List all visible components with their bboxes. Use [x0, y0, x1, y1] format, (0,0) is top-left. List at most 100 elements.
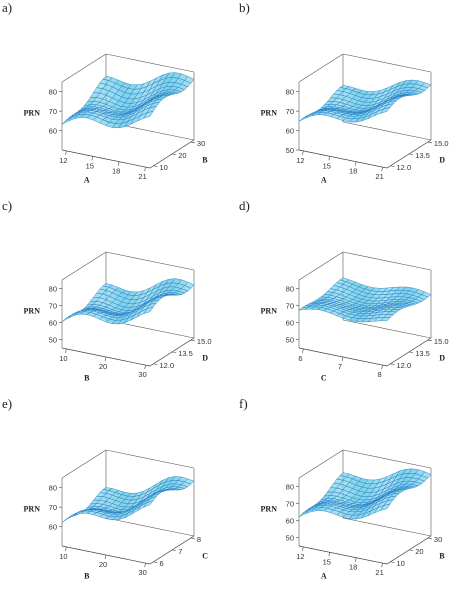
- y-axis-label: C: [202, 552, 208, 561]
- chart-panel-d: d) 6 7 8 C 12.0 13.5 15.0 D 50 60 70 80 PRN: [237, 198, 474, 395]
- y-tick-label: 8: [197, 535, 201, 544]
- x-tick-mark: [381, 365, 383, 370]
- box-edge: [342, 251, 432, 271]
- x-tick-mark: [91, 156, 94, 161]
- x-tick-label: 12: [296, 552, 304, 561]
- y-tick-label: 6: [160, 559, 164, 568]
- x-tick-mark: [354, 557, 357, 562]
- box-edge: [61, 251, 107, 281]
- box-edge: [298, 53, 344, 83]
- z-tick-label: 80: [49, 285, 57, 294]
- surface-plot-d: 6 7 8 C 12.013.5 15.0 D 50 60 70 80 PRN: [261, 251, 449, 382]
- x-tick-mark: [341, 356, 344, 362]
- surface-patch: [143, 110, 154, 119]
- z-tick-label: 60: [49, 127, 57, 136]
- x-tick-mark: [328, 552, 331, 557]
- y-tick-mark: [427, 141, 432, 144]
- x-axis-label: B: [84, 373, 90, 382]
- x-tick-label: 18: [349, 563, 357, 572]
- box-edge: [342, 121, 432, 141]
- y-tick-mark: [409, 351, 414, 354]
- x-tick-label: 20: [99, 560, 107, 569]
- panel-label: d): [239, 198, 250, 213]
- surface-patch: [298, 115, 309, 122]
- box-edge: [298, 251, 344, 281]
- y-tick-mark: [390, 363, 395, 366]
- chart-panel-f: f) 12 15 18 21 A 10 20 30 B 50 60 70 80 PRN: [237, 396, 474, 593]
- surface-patch: [68, 312, 78, 319]
- box-edge: [105, 449, 195, 469]
- y-tick-label: 10: [160, 163, 168, 172]
- y-tick-label: 7: [178, 547, 182, 556]
- x-tick-label: 21: [138, 172, 146, 181]
- x-tick-label: 8: [378, 370, 382, 379]
- x-tick-mark: [65, 546, 67, 551]
- z-tick-label: 70: [286, 107, 294, 116]
- z-tick-label: 50: [286, 336, 294, 345]
- y-axis-label: B: [439, 552, 445, 561]
- x-tick-label: 10: [59, 354, 67, 363]
- panel-label: a): [2, 0, 13, 15]
- x-axis-label: A: [84, 175, 90, 184]
- y-tick-mark: [409, 549, 414, 552]
- y-tick-label: 15.0: [434, 337, 449, 346]
- surface-patch: [68, 512, 78, 519]
- x-tick-mark: [354, 161, 357, 166]
- box-edge: [386, 535, 432, 565]
- y-tick-label: 30: [197, 139, 205, 148]
- surface: [298, 277, 432, 323]
- box-edge: [61, 449, 107, 479]
- box-edge: [149, 337, 195, 367]
- z-axis-label: PRN: [24, 307, 41, 316]
- box-edge: [342, 517, 432, 537]
- chart-panel-c: c) 10 20 30 B 12.0 13.5 15.0 D 50 60 70 80 PRN: [0, 198, 237, 395]
- x-axis-label: C: [321, 373, 327, 382]
- x-tick-mark: [117, 161, 120, 166]
- y-tick-label: 10: [397, 559, 405, 568]
- y-axis-label: D: [202, 354, 208, 363]
- box-edge: [386, 337, 432, 367]
- z-tick-label: 80: [286, 285, 294, 294]
- surface-patch: [380, 503, 391, 511]
- surface-plot-f: 12 15 18 21 A 10 20 30 B 50 60 70 80 PRN: [261, 449, 445, 580]
- y-tick-label: 13.5: [415, 349, 430, 358]
- chart-panel-b: b) 12 15 18 21 A 12.0 13.5 15.0 D 50 60 70 80 PRN: [237, 0, 474, 197]
- y-tick-mark: [427, 339, 432, 342]
- y-axis-label: B: [202, 156, 208, 165]
- surface-patch: [61, 315, 72, 322]
- axis-line: [61, 149, 151, 169]
- y-tick-mark: [409, 153, 414, 156]
- x-tick-label: 30: [138, 568, 146, 577]
- surface-patch: [143, 306, 154, 314]
- x-tick-mark: [144, 563, 146, 568]
- y-tick-mark: [427, 537, 432, 540]
- box-edge: [298, 449, 344, 479]
- x-tick-label: 6: [298, 354, 302, 363]
- x-tick-label: 10: [59, 552, 67, 561]
- z-tick-label: 70: [286, 302, 294, 311]
- y-tick-mark: [153, 363, 158, 366]
- y-tick-label: 12.0: [160, 361, 175, 370]
- y-axis-label: D: [439, 156, 445, 165]
- z-axis-label: PRN: [24, 109, 41, 118]
- surface: [61, 72, 195, 129]
- x-axis-label: A: [321, 571, 327, 580]
- surface-plot-b: 12 15 18 21 A 12.013.5 15.0 D 50 60 70 80 PRN: [261, 53, 449, 184]
- z-tick-label: 80: [49, 88, 57, 97]
- z-tick-label: 80: [286, 483, 294, 492]
- y-tick-label: 15.0: [197, 337, 212, 346]
- surface-plot-a: 12 15 18 21 A 10 20 30 B 60 70 80 PRN: [24, 53, 208, 184]
- x-tick-mark: [381, 563, 383, 568]
- z-tick-label: 50: [286, 146, 294, 155]
- x-tick-label: 18: [349, 167, 357, 176]
- panel-label: b): [239, 0, 250, 15]
- box-edge: [342, 449, 432, 469]
- box-edge: [342, 53, 432, 73]
- x-tick-mark: [144, 365, 146, 370]
- x-tick-label: 12: [296, 156, 304, 165]
- x-tick-mark: [302, 150, 304, 155]
- y-tick-label: 20: [415, 547, 423, 556]
- x-tick-mark: [144, 167, 146, 172]
- y-tick-mark: [172, 351, 177, 354]
- y-tick-label: 12.0: [397, 361, 412, 370]
